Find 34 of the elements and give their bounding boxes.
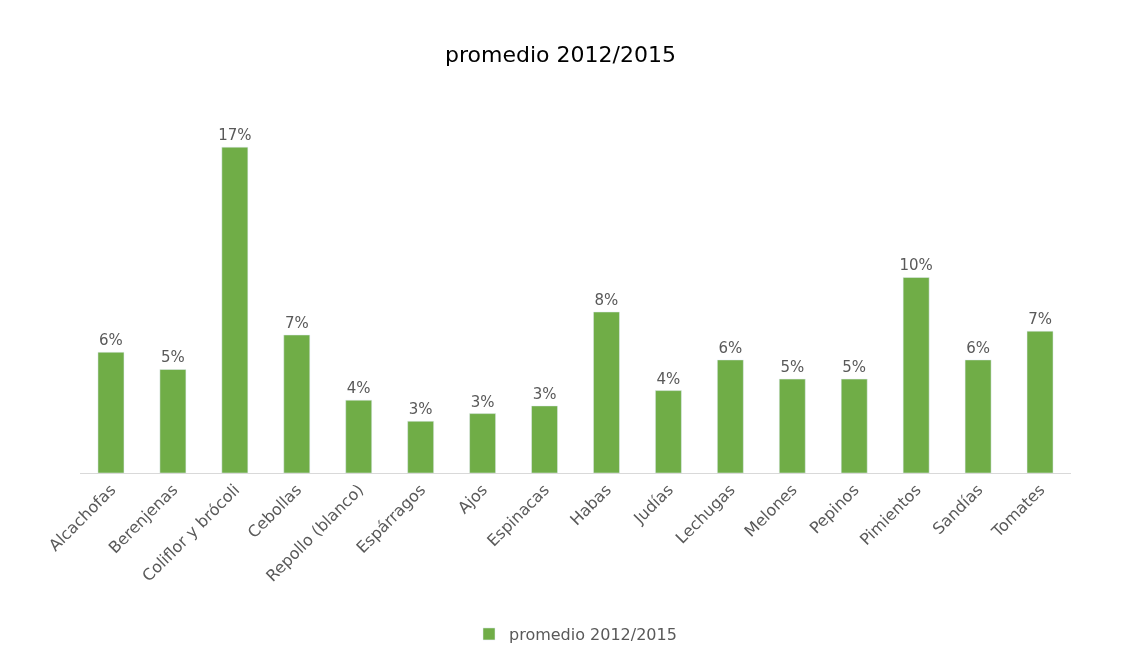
- bar: [97, 351, 125, 473]
- data-label: 6%: [966, 338, 990, 357]
- bar: [840, 378, 868, 473]
- data-label: 4%: [346, 379, 371, 398]
- data-label: 8%: [594, 290, 619, 309]
- data-label: 7%: [284, 313, 309, 332]
- bar: [469, 413, 496, 473]
- bar: [531, 405, 558, 473]
- bar: [902, 277, 930, 473]
- data-label: 5%: [842, 358, 867, 377]
- data-label: 6%: [99, 331, 123, 350]
- data-label: 6%: [718, 338, 743, 357]
- data-label: 5%: [161, 348, 185, 367]
- data-label: 5%: [780, 358, 805, 377]
- data-label: 17%: [218, 126, 252, 145]
- bar: [407, 421, 434, 473]
- bar: [1026, 330, 1054, 473]
- data-label: 3%: [408, 400, 433, 419]
- bar: [717, 359, 744, 473]
- bar: [159, 369, 187, 473]
- legend-label: promedio 2012/2015: [509, 625, 677, 645]
- data-label: 4%: [656, 369, 681, 388]
- bar: [779, 378, 806, 473]
- bar: [655, 390, 682, 473]
- bar: [593, 311, 620, 473]
- bar: [964, 359, 992, 473]
- bar: [345, 399, 372, 473]
- data-label: 7%: [1028, 310, 1052, 329]
- data-label: 3%: [532, 384, 557, 403]
- bar: [283, 334, 311, 473]
- bar: [221, 146, 249, 473]
- chart-title: promedio 2012/2015: [445, 41, 676, 67]
- data-label: 10%: [899, 256, 933, 275]
- data-label: 3%: [470, 392, 495, 411]
